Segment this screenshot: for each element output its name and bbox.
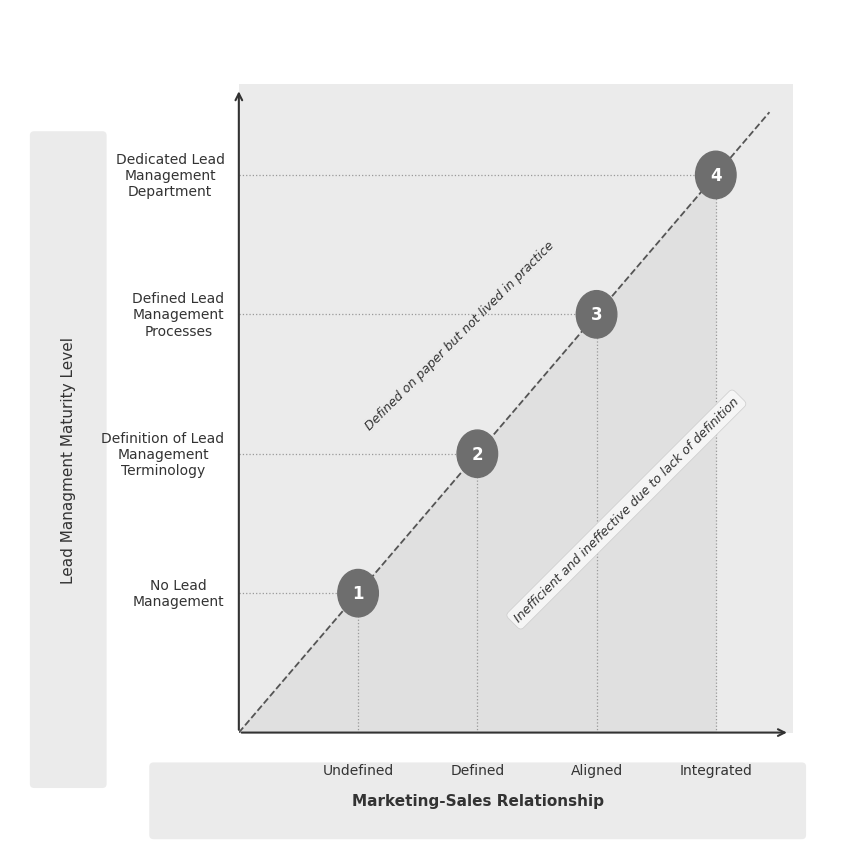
Text: 2: 2 (471, 446, 482, 463)
Text: Integrated: Integrated (678, 763, 751, 777)
Text: No Lead
Management: No Lead Management (133, 579, 224, 608)
Circle shape (337, 570, 378, 617)
Text: 3: 3 (590, 306, 602, 324)
Text: Marketing-Sales Relationship: Marketing-Sales Relationship (351, 793, 603, 809)
Text: 4: 4 (709, 167, 721, 185)
Text: Inefficient and ineffective due to lack of definition: Inefficient and ineffective due to lack … (511, 395, 740, 625)
Circle shape (457, 430, 497, 478)
Text: 1: 1 (352, 584, 364, 602)
Text: Dedicated Lead
Management
Department: Dedicated Lead Management Department (115, 153, 224, 199)
Text: Undefined: Undefined (322, 763, 394, 777)
Text: Lead Managment Maturity Level: Lead Managment Maturity Level (60, 337, 76, 584)
Text: Defined: Defined (450, 763, 504, 777)
Polygon shape (239, 176, 715, 733)
Text: Defined on paper but not lived in practice: Defined on paper but not lived in practi… (362, 239, 556, 433)
Circle shape (694, 152, 735, 199)
Circle shape (576, 291, 616, 338)
Text: Definition of Lead
Management
Terminology: Definition of Lead Management Terminolog… (101, 431, 224, 477)
Text: Defined Lead
Management
Processes: Defined Lead Management Processes (132, 291, 224, 338)
Text: Aligned: Aligned (570, 763, 622, 777)
